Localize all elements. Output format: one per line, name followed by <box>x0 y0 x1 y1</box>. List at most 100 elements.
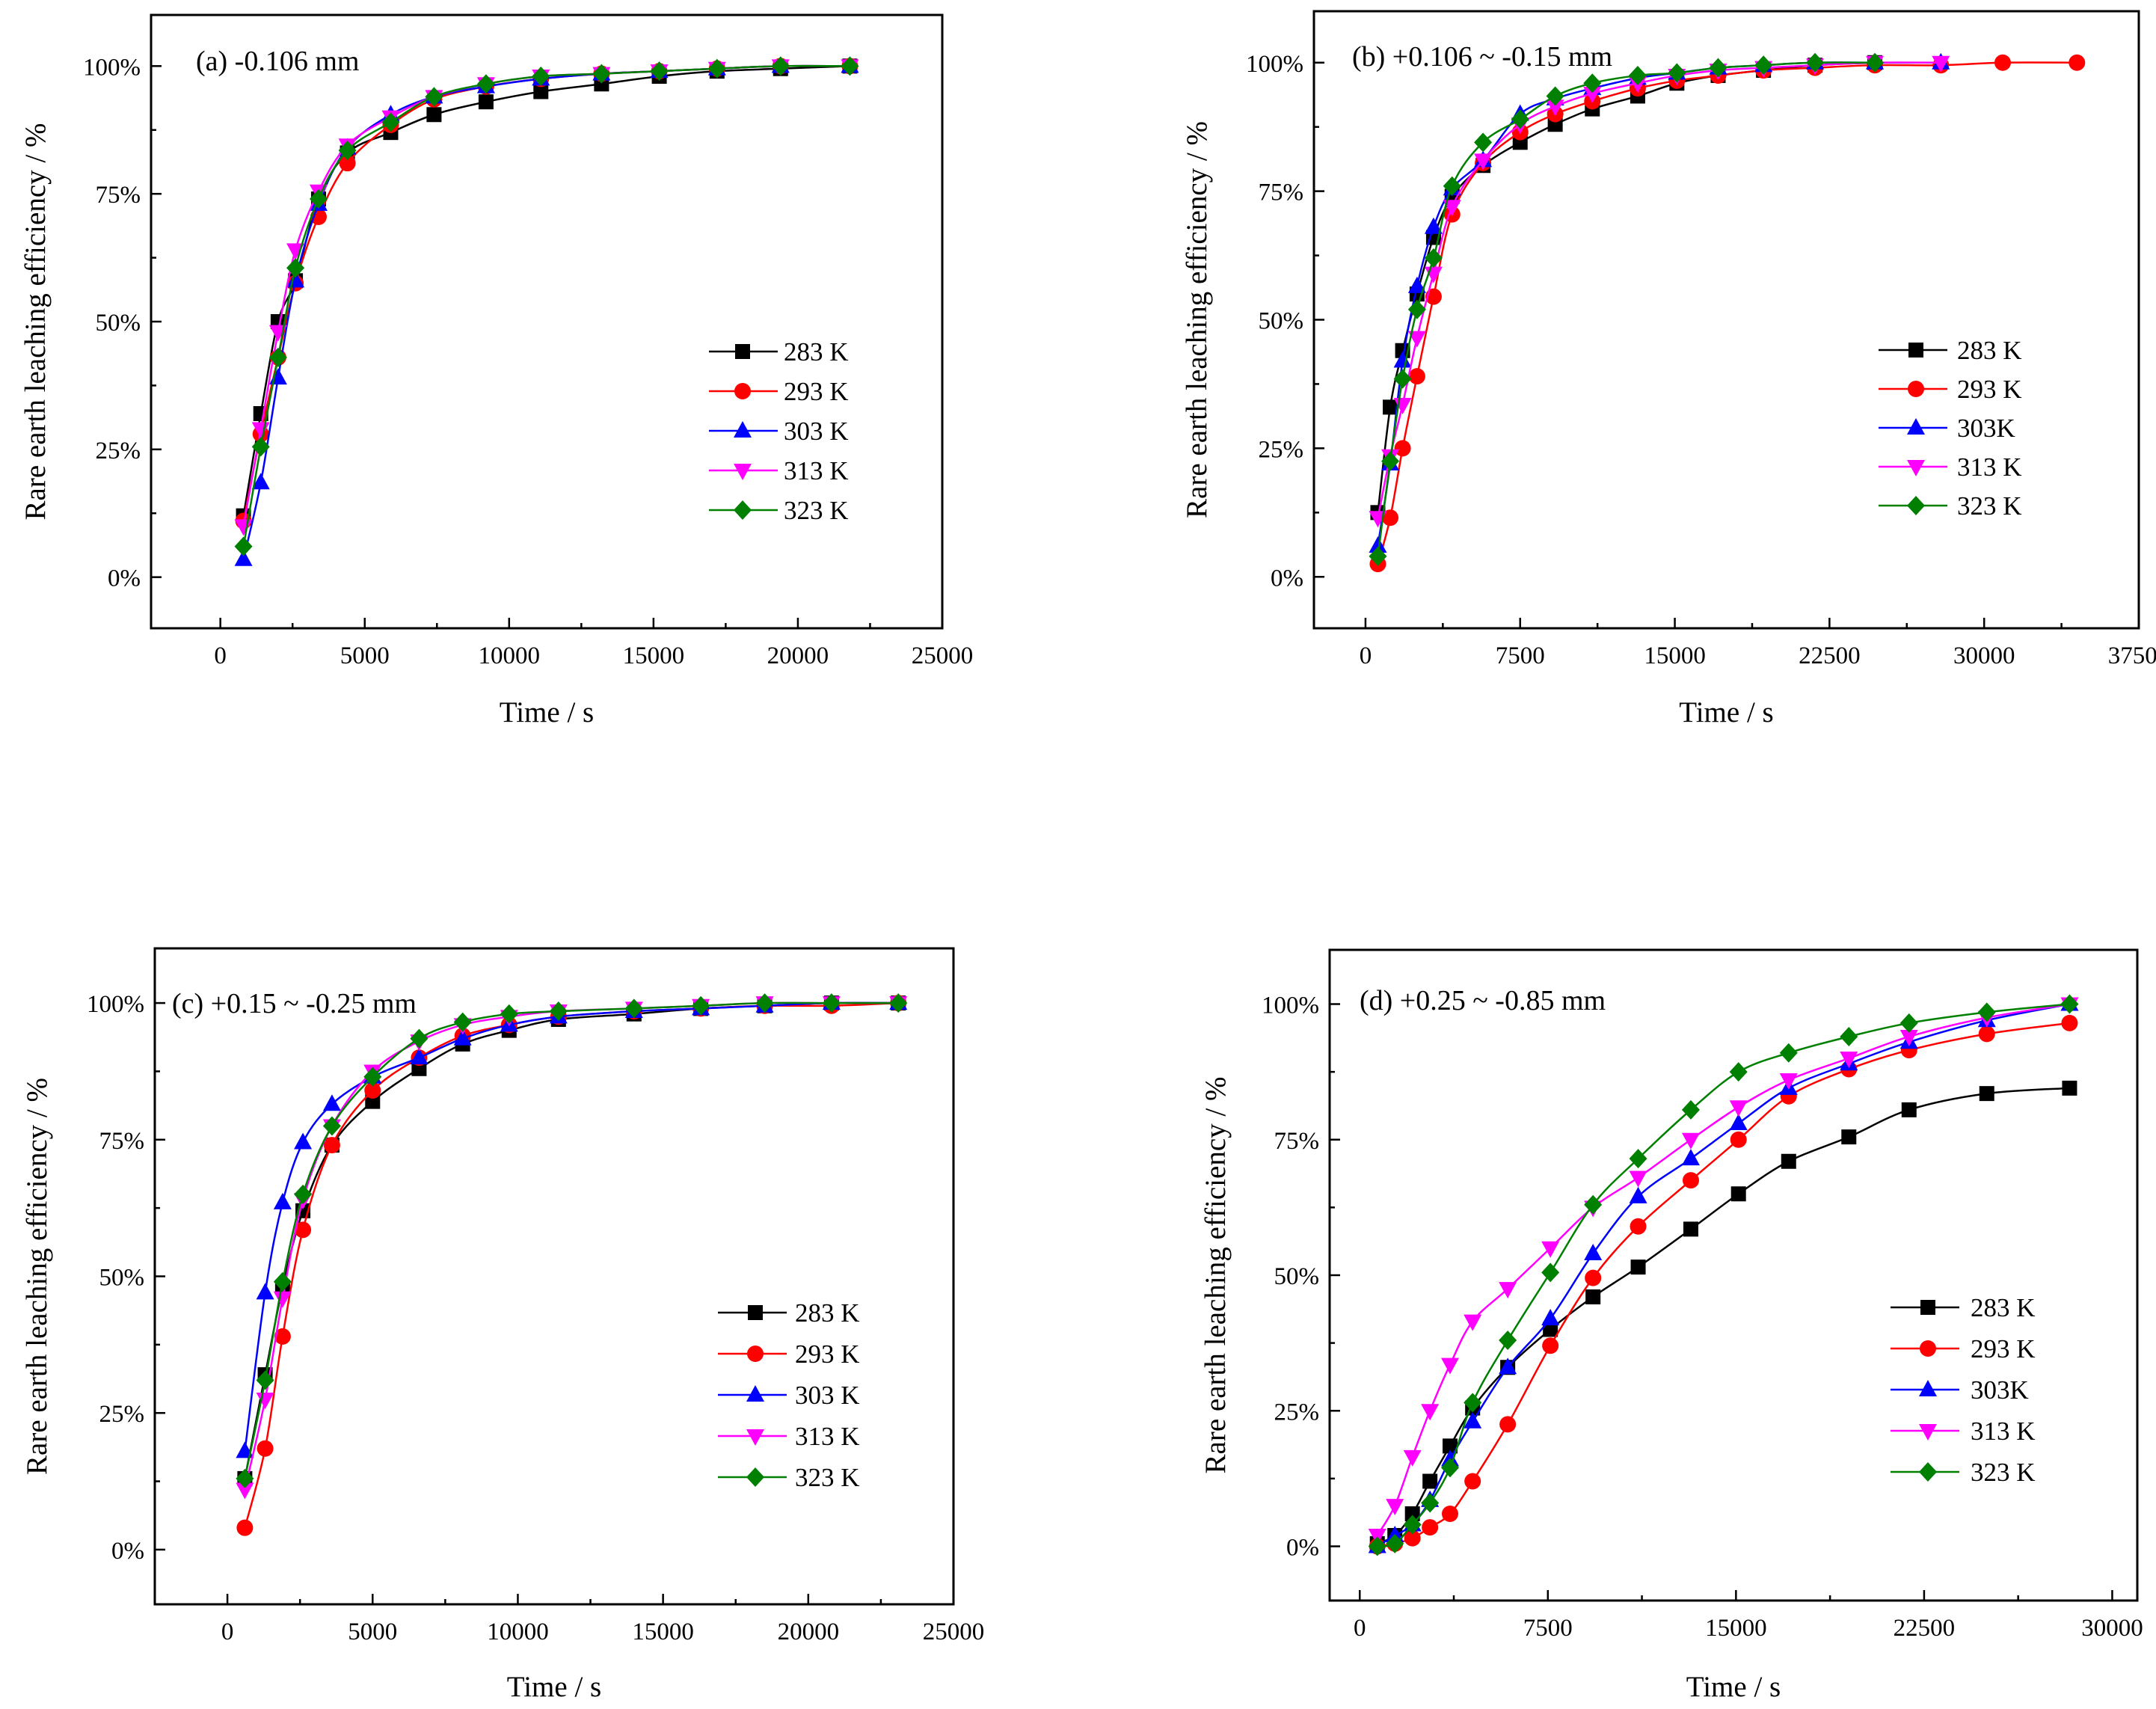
legend-label: 323 K <box>1957 491 2022 521</box>
data-point <box>532 67 550 86</box>
data-point <box>1901 1102 1917 1117</box>
data-point <box>274 1328 291 1345</box>
data-point <box>841 56 859 76</box>
legend-label: 283 K <box>784 337 849 366</box>
plot-frame <box>153 947 955 1606</box>
series-line <box>1377 1022 2070 1547</box>
x-tick-label: 30000 <box>1953 642 2015 669</box>
x-tick-label: 15000 <box>1644 642 1706 669</box>
data-point <box>273 1271 292 1292</box>
data-point <box>1403 1515 1422 1535</box>
data-point <box>1840 1052 1858 1068</box>
data-point <box>1899 1030 1918 1046</box>
series-line <box>242 64 850 521</box>
data-point <box>1585 1269 1602 1286</box>
y-tick-label: 100% <box>1262 992 1319 1019</box>
legend-marker <box>748 1305 763 1320</box>
x-tick-label: 7500 <box>1496 642 1545 669</box>
data-point <box>1546 86 1564 106</box>
data-point <box>2062 1080 2077 1096</box>
series-line <box>1377 1087 2070 1545</box>
data-point <box>1443 200 1461 217</box>
legend-marker <box>734 383 751 399</box>
data-point <box>309 189 328 209</box>
data-point <box>1541 1262 1560 1283</box>
data-point <box>1424 248 1443 268</box>
data-point <box>1393 369 1412 389</box>
y-tick-label: 50% <box>1274 1263 1320 1290</box>
data-point <box>1407 299 1426 319</box>
data-point <box>1629 1186 1647 1203</box>
y-axis-title: Rare earth leaching efficiency / % <box>19 123 52 521</box>
series-283k <box>236 58 858 524</box>
x-axis-title: Time / s <box>500 696 594 728</box>
legend-label: 323 K <box>1971 1458 2036 1487</box>
data-point <box>1499 1416 1517 1433</box>
data-point <box>1709 58 1727 78</box>
data-point <box>1386 1499 1404 1516</box>
legend-item: 313 K <box>1879 452 2022 482</box>
data-point <box>1682 1172 1699 1189</box>
data-point <box>256 1370 274 1390</box>
data-point <box>453 1012 472 1032</box>
x-axis-title: Time / s <box>507 1671 601 1703</box>
data-point <box>707 58 726 79</box>
data-point <box>1464 1393 1482 1413</box>
data-point <box>236 1519 254 1536</box>
legend-item: 313 K <box>718 1422 860 1451</box>
data-point <box>236 1468 254 1488</box>
data-point <box>889 993 908 1013</box>
legend-label: 303K <box>1971 1375 2029 1405</box>
data-point <box>1386 1533 1404 1553</box>
data-point <box>294 1132 313 1150</box>
legend-label: 283 K <box>1971 1293 2036 1322</box>
y-tick-label: 25% <box>96 438 141 464</box>
data-point <box>476 74 495 94</box>
data-point <box>478 94 494 110</box>
data-point <box>273 1192 292 1209</box>
x-tick-label: 0 <box>1354 1615 1366 1642</box>
data-point <box>1584 1194 1603 1215</box>
data-point <box>1681 1149 1700 1166</box>
y-tick-label: 0% <box>108 565 141 592</box>
series-line <box>242 64 850 527</box>
data-point <box>286 243 305 260</box>
data-point <box>1630 1218 1647 1235</box>
panel-title: (a) -0.106 mm <box>196 46 359 77</box>
y-tick-label: 75% <box>96 182 141 209</box>
data-point <box>268 347 287 367</box>
legend-marker <box>1907 460 1925 476</box>
data-point <box>339 155 356 172</box>
data-point <box>295 1221 312 1239</box>
data-point <box>410 1048 429 1065</box>
y-tick-label: 0% <box>1286 1535 1319 1562</box>
data-point <box>1668 63 1686 83</box>
data-point <box>1683 1221 1698 1237</box>
x-tick-label: 15000 <box>623 642 685 669</box>
data-point <box>1440 1357 1459 1375</box>
y-tick-label: 100% <box>83 54 141 81</box>
data-point <box>273 1291 292 1308</box>
y-tick-label: 25% <box>99 1401 145 1428</box>
data-point <box>286 258 305 278</box>
data-point <box>1978 1025 1995 1043</box>
data-point <box>1368 1536 1386 1556</box>
data-point <box>1681 1132 1700 1150</box>
data-point <box>1541 1241 1560 1258</box>
series-293k <box>235 58 859 530</box>
data-point <box>381 112 400 132</box>
y-tick-label: 25% <box>1274 1399 1320 1426</box>
y-tick-label: 25% <box>1259 436 1304 463</box>
legend-label: 293 K <box>795 1340 860 1369</box>
legend-marker <box>1920 1340 1936 1357</box>
series-line <box>1377 61 1876 556</box>
legend-marker <box>734 421 752 438</box>
legend-label: 313 K <box>1957 452 2022 482</box>
legend-item: 313 K <box>709 456 849 485</box>
data-point <box>1442 1438 1458 1454</box>
series-303k <box>234 56 859 566</box>
legend-marker <box>1908 381 1924 397</box>
x-tick-label: 20000 <box>778 1619 840 1645</box>
legend-item: 303K <box>1879 414 2015 443</box>
